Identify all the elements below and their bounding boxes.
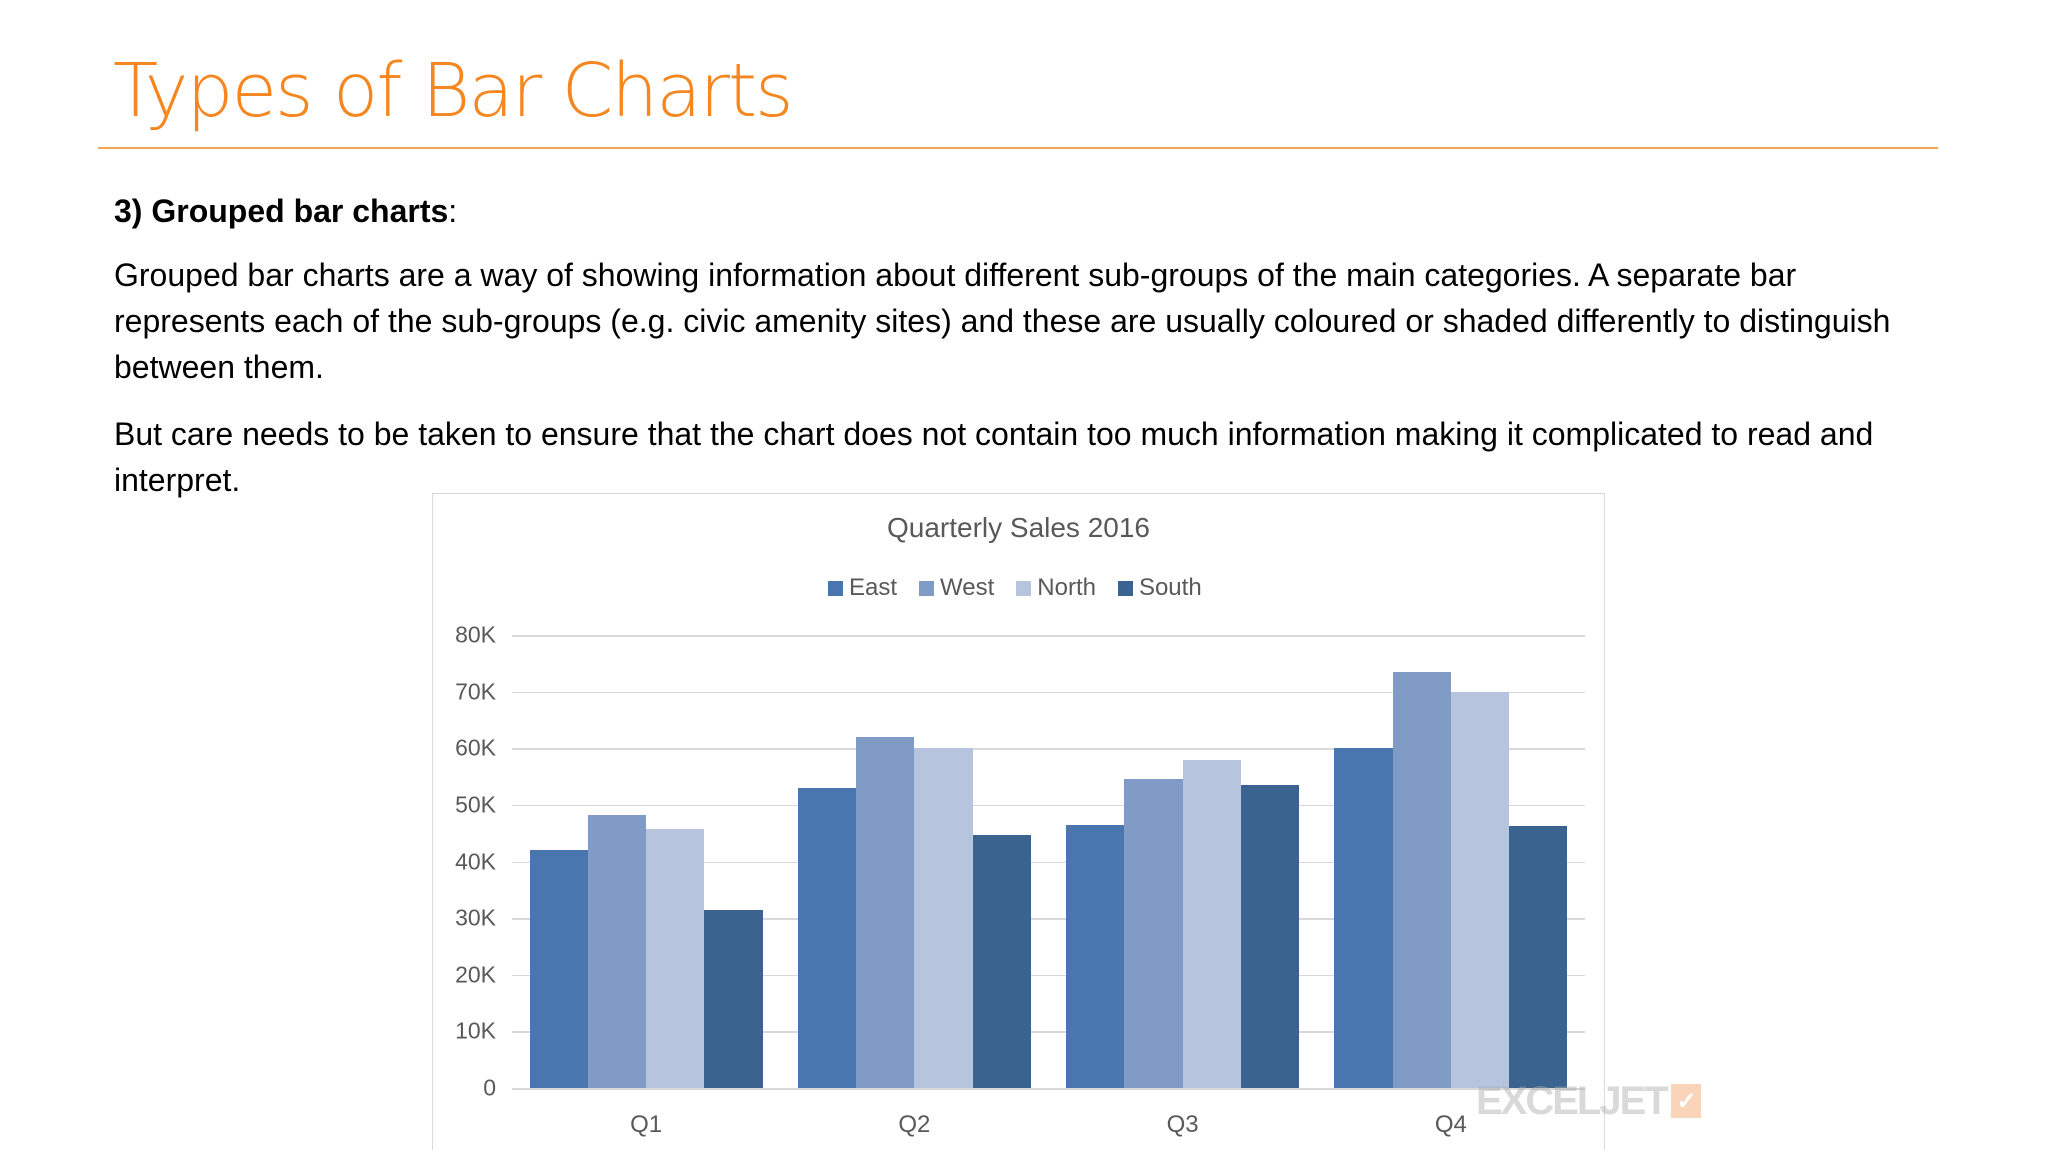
legend-swatch-icon [828, 580, 843, 596]
y-axis-tick-label: 80K [455, 621, 496, 648]
bar-q4-west [1392, 671, 1451, 1088]
checkmark-icon: ✓ [1670, 1084, 1701, 1118]
y-axis-tick-label: 50K [455, 791, 496, 818]
bar-q1-south [704, 909, 763, 1088]
paragraph-description: Grouped bar charts are a way of showing … [114, 257, 1891, 385]
legend-label: West [940, 574, 995, 601]
bar-q2-north [914, 748, 973, 1088]
gridline [512, 974, 1585, 977]
bar-q3-south [1240, 785, 1300, 1088]
bar-q1-north [646, 828, 705, 1088]
section-heading-bold: 3) Grouped bar charts [114, 193, 449, 229]
bar-q4-south [1509, 825, 1568, 1088]
legend-swatch-icon [1016, 580, 1032, 596]
legend-item-south: South [1117, 574, 1202, 602]
bar-q2-west [856, 736, 915, 1088]
section-heading-suffix: : [448, 193, 458, 229]
legend-swatch-icon [1117, 580, 1133, 596]
gridline [512, 1031, 1585, 1033]
y-axis-tick-label: 60K [455, 734, 496, 761]
grouped-bar-chart: Quarterly Sales 2016 East West North South … [432, 493, 1701, 1150]
legend-label: South [1138, 574, 1202, 601]
paragraph-caution: But care needs to be taken to ensure tha… [114, 416, 1874, 498]
y-axis-tick-label: 10K [455, 1017, 496, 1044]
gridline [512, 918, 1585, 920]
bar-q2-south [972, 834, 1031, 1088]
x-axis-tick-label: Q4 [1434, 1111, 1467, 1138]
gridline [512, 804, 1585, 807]
legend-swatch-icon [919, 580, 935, 596]
y-axis-tick-label: 30K [455, 904, 496, 931]
y-axis-tick-label: 20K [455, 961, 496, 988]
x-axis-tick-label: Q2 [898, 1111, 931, 1138]
gridline [512, 691, 1585, 694]
exceljet-watermark: EXCELJET ✓ [1476, 1076, 1701, 1126]
slide-title: Types of Bar Charts [113, 48, 794, 134]
chart-legend: East West North South [828, 574, 1224, 602]
bar-q1-east [529, 850, 588, 1088]
legend-item-north: North [1016, 574, 1096, 602]
bar-q1-west [587, 815, 647, 1088]
bar-q4-north [1450, 691, 1510, 1088]
bar-q2-east [797, 787, 857, 1088]
chart-title: Quarterly Sales 2016 [886, 512, 1151, 543]
y-axis-tick-label: 70K [455, 678, 496, 705]
legend-label: North [1037, 574, 1096, 601]
legend-item-east: East [828, 574, 897, 602]
y-axis-tick-label: 40K [455, 848, 496, 874]
bar-q3-north [1182, 759, 1241, 1088]
legend-item-west: West [919, 574, 994, 602]
y-axis-tick-label: 0 [483, 1074, 496, 1101]
bar-q3-east [1066, 824, 1125, 1088]
title-divider [98, 147, 1938, 149]
watermark-text: EXCELJET [1476, 1078, 1669, 1123]
x-axis-tick-label: Q1 [630, 1111, 663, 1138]
gridline [512, 635, 1585, 637]
gridline [512, 861, 1585, 863]
gridline [512, 1088, 1585, 1090]
plot-area: 0 10K 20K 30K 40K 50K 60K 70K 80K Q1 Q2 Q3 Q4 [455, 622, 1585, 1138]
x-axis-tick-label: Q3 [1166, 1111, 1199, 1138]
bar-q3-west [1124, 779, 1183, 1088]
gridline [512, 748, 1585, 750]
legend-label: East [849, 574, 898, 601]
section-heading: 3) Grouped bar charts: [114, 188, 1924, 234]
slide-body: 3) Grouped bar charts: Grouped bar chart… [114, 188, 1924, 524]
bar-q4-east [1334, 748, 1393, 1088]
